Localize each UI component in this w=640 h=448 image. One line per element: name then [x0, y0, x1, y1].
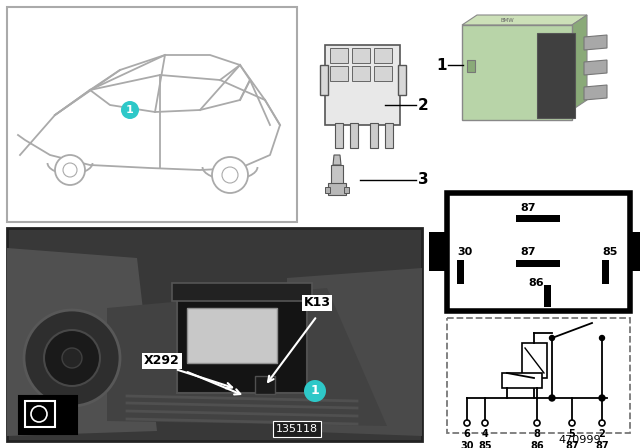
Circle shape — [212, 157, 248, 193]
Text: 470999: 470999 — [559, 435, 602, 445]
Bar — [537, 33, 575, 118]
Polygon shape — [584, 60, 607, 75]
Text: 85: 85 — [478, 441, 492, 448]
Bar — [502, 373, 542, 388]
Text: 2: 2 — [598, 429, 605, 439]
Text: 4: 4 — [482, 429, 488, 439]
Bar — [330, 66, 348, 81]
Bar — [7, 7, 297, 222]
Polygon shape — [584, 85, 607, 100]
Polygon shape — [7, 248, 157, 436]
Polygon shape — [462, 15, 587, 25]
Bar — [462, 25, 572, 120]
Bar — [187, 308, 277, 363]
Bar — [325, 45, 400, 125]
Bar — [429, 232, 449, 271]
Bar — [374, 66, 392, 81]
Bar — [19, 396, 77, 434]
Circle shape — [534, 420, 540, 426]
Circle shape — [63, 163, 77, 177]
Polygon shape — [584, 35, 607, 50]
Circle shape — [222, 167, 238, 183]
Bar — [467, 60, 475, 72]
Bar — [385, 123, 393, 148]
Text: 1: 1 — [436, 57, 447, 73]
Polygon shape — [572, 15, 587, 110]
Text: 30: 30 — [458, 247, 472, 257]
Circle shape — [44, 330, 100, 386]
Bar — [447, 193, 630, 311]
Bar — [352, 66, 370, 81]
Text: 85: 85 — [602, 247, 618, 257]
Bar — [516, 215, 560, 222]
Circle shape — [600, 336, 605, 340]
Bar — [25, 401, 55, 427]
Polygon shape — [107, 288, 387, 426]
Circle shape — [62, 348, 82, 368]
Text: 6: 6 — [463, 429, 470, 439]
Bar — [328, 183, 346, 195]
Bar — [544, 285, 551, 307]
Circle shape — [569, 420, 575, 426]
Bar — [374, 48, 392, 63]
Text: 86: 86 — [530, 441, 544, 448]
Circle shape — [24, 310, 120, 406]
Bar — [7, 228, 422, 441]
Bar — [447, 318, 630, 433]
Text: 87: 87 — [565, 441, 579, 448]
Circle shape — [121, 101, 139, 119]
Text: K13: K13 — [303, 297, 330, 310]
Circle shape — [304, 380, 326, 402]
Bar — [331, 165, 343, 185]
Bar — [320, 65, 328, 95]
Circle shape — [482, 420, 488, 426]
Circle shape — [550, 336, 554, 340]
Circle shape — [599, 420, 605, 426]
Text: 87: 87 — [520, 247, 536, 257]
Text: 87: 87 — [520, 203, 536, 213]
Bar — [516, 260, 560, 267]
Bar — [325, 187, 330, 193]
Text: 87: 87 — [595, 441, 609, 448]
Bar — [602, 260, 609, 284]
Bar — [398, 65, 406, 95]
Text: 3: 3 — [418, 172, 429, 188]
Polygon shape — [287, 268, 422, 436]
Circle shape — [55, 155, 85, 185]
Bar — [177, 293, 307, 393]
Text: 8: 8 — [534, 429, 540, 439]
Text: 1: 1 — [126, 105, 134, 115]
Bar — [370, 123, 378, 148]
Circle shape — [549, 395, 555, 401]
Bar — [350, 123, 358, 148]
Bar — [330, 48, 348, 63]
Bar — [335, 123, 343, 148]
Circle shape — [31, 406, 47, 422]
Bar — [522, 343, 547, 378]
Text: BMW: BMW — [500, 17, 514, 22]
Text: 135118: 135118 — [276, 424, 318, 434]
Bar — [344, 187, 349, 193]
Text: X292: X292 — [144, 354, 180, 367]
Text: 2: 2 — [418, 98, 429, 112]
Text: 5: 5 — [568, 429, 575, 439]
Bar — [352, 48, 370, 63]
Bar — [628, 232, 640, 271]
Circle shape — [599, 395, 605, 401]
Polygon shape — [333, 155, 341, 165]
Text: 86: 86 — [528, 278, 544, 288]
Bar — [457, 260, 464, 284]
Bar — [255, 376, 275, 394]
Text: 1: 1 — [310, 384, 319, 397]
Bar — [172, 283, 312, 301]
Circle shape — [464, 420, 470, 426]
Text: 30: 30 — [460, 441, 474, 448]
